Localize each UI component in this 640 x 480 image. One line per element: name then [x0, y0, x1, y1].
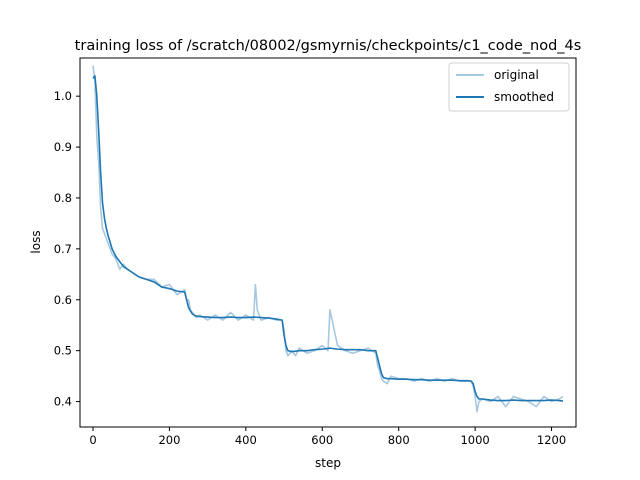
- y-tick-label: 0.6: [54, 293, 72, 307]
- series-line-smoothed: [92, 75, 564, 402]
- x-tick-label: 800: [388, 433, 410, 447]
- x-axis-label: step: [315, 456, 341, 470]
- y-tick-label: 0.9: [54, 140, 72, 154]
- x-tick-label: 1000: [460, 433, 489, 447]
- plot-frame: [79, 57, 577, 428]
- x-tick-label: 0: [89, 433, 96, 447]
- x-tick-label: 1200: [537, 433, 566, 447]
- x-axis-ticks: 0 200 400 600 800 1000 1200: [89, 427, 566, 447]
- legend-label-smoothed: smoothed: [494, 90, 554, 104]
- y-axis-ticks: 0.4 0.5 0.6 0.7 0.8 0.9 1.0: [54, 89, 80, 409]
- legend-label-original: original: [494, 68, 539, 82]
- y-tick-label: 0.5: [54, 344, 72, 358]
- x-tick-label: 600: [311, 433, 333, 447]
- legend: original smoothed: [448, 62, 570, 112]
- plot-lines: [92, 65, 564, 413]
- y-tick-label: 0.7: [54, 242, 72, 256]
- y-tick-label: 0.8: [54, 191, 72, 205]
- chart-title: training loss of /scratch/08002/gsmyrnis…: [75, 38, 582, 54]
- y-axis-label: loss: [29, 230, 43, 253]
- x-tick-label: 400: [235, 433, 257, 447]
- y-tick-label: 1.0: [54, 89, 72, 103]
- y-tick-label: 0.4: [54, 395, 72, 409]
- x-tick-label: 200: [158, 433, 180, 447]
